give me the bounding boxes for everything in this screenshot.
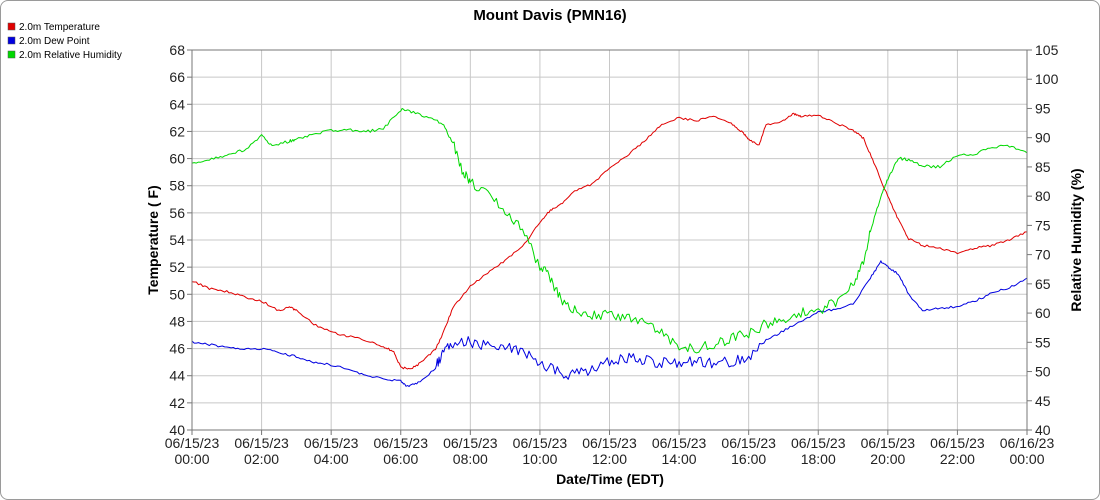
x-tick-date: 06/16/23 — [1000, 435, 1055, 451]
y-tick-label: 64 — [169, 96, 185, 112]
series-line-2 — [191, 108, 1028, 354]
y2-tick-label: 75 — [1035, 217, 1051, 233]
x-tick-date: 06/15/23 — [652, 435, 707, 451]
x-tick-time: 06:00 — [383, 451, 418, 467]
x-tick-date: 06/15/23 — [791, 435, 846, 451]
y-tick-label: 52 — [169, 259, 185, 275]
y2-tick-label: 100 — [1035, 71, 1059, 87]
legend: 2.0m Temperature 2.0m Dew Point 2.0m Relat… — [7, 22, 122, 61]
y-tick-label: 68 — [169, 42, 185, 58]
y2-tick-label: 80 — [1035, 188, 1051, 204]
x-tick-date: 06/15/23 — [721, 435, 776, 451]
x-tick-date: 06/15/23 — [304, 435, 359, 451]
x-tick-time: 00:00 — [1009, 451, 1044, 467]
x-tick-time: 10:00 — [522, 451, 557, 467]
y-tick-label: 42 — [169, 395, 185, 411]
series-line-0 — [191, 112, 1028, 370]
legend-swatch — [7, 50, 16, 59]
y-tick-label: 56 — [169, 205, 185, 221]
x-tick-time: 22:00 — [940, 451, 975, 467]
x-tick-date: 06/15/23 — [234, 435, 289, 451]
series-line-1 — [191, 260, 1028, 387]
x-tick-date: 06/15/23 — [930, 435, 985, 451]
ticks: 40 42 44 46 48 50 52 54 56 58 60 62 64 66 68 40 45 50 55 60… — [165, 42, 1059, 467]
x-tick-date: 06/15/23 — [513, 435, 568, 451]
x-tick-date: 06/15/23 — [443, 435, 498, 451]
legend-label: 2.0m Dew Point — [19, 36, 90, 47]
x-tick-time: 14:00 — [662, 451, 697, 467]
y2-tick-label: 65 — [1035, 276, 1051, 292]
y2-tick-label: 105 — [1035, 42, 1059, 58]
y-tick-label: 46 — [169, 341, 185, 357]
x-tick-time: 04:00 — [314, 451, 349, 467]
x-tick-time: 08:00 — [453, 451, 488, 467]
y-tick-label: 60 — [169, 151, 185, 167]
y2-tick-label: 85 — [1035, 159, 1051, 175]
y-tick-label: 58 — [169, 178, 185, 194]
y-tick-label: 48 — [169, 313, 185, 329]
legend-label: 2.0m Temperature — [19, 22, 100, 33]
y-tick-label: 62 — [169, 123, 185, 139]
y-tick-label: 40 — [169, 422, 185, 438]
x-tick-time: 16:00 — [731, 451, 766, 467]
x-tick-date: 06/15/23 — [582, 435, 637, 451]
legend-swatch — [7, 36, 16, 45]
y-axis-title: Temperature ( F) — [145, 185, 161, 294]
y2-tick-label: 95 — [1035, 100, 1051, 116]
x-tick-time: 18:00 — [801, 451, 836, 467]
y2-axis-title: Relative Humidity (%) — [1068, 168, 1084, 311]
y-tick-label: 50 — [169, 286, 185, 302]
series-layer — [191, 108, 1028, 387]
y2-tick-label: 90 — [1035, 130, 1051, 146]
legend-swatch — [7, 22, 16, 31]
chart-title: Mount Davis (PMN16) — [473, 7, 626, 24]
y-tick-label: 54 — [169, 232, 185, 248]
y2-tick-label: 40 — [1035, 422, 1051, 438]
y2-tick-label: 60 — [1035, 305, 1051, 321]
y2-tick-label: 45 — [1035, 393, 1051, 409]
y2-tick-label: 70 — [1035, 247, 1051, 263]
x-tick-date: 06/15/23 — [374, 435, 429, 451]
x-tick-date: 06/15/23 — [861, 435, 916, 451]
y2-tick-label: 50 — [1035, 364, 1051, 380]
x-tick-time: 02:00 — [244, 451, 279, 467]
x-axis-title: Date/Time (EDT) — [556, 471, 664, 487]
y2-tick-label: 55 — [1035, 334, 1051, 350]
x-tick-time: 12:00 — [592, 451, 627, 467]
x-tick-time: 00:00 — [174, 451, 209, 467]
x-tick-time: 20:00 — [870, 451, 905, 467]
legend-label: 2.0m Relative Humidity — [19, 50, 122, 61]
x-tick-date: 06/15/23 — [165, 435, 220, 451]
y-tick-label: 44 — [169, 368, 185, 384]
grid — [191, 49, 1028, 431]
y-tick-label: 66 — [169, 69, 185, 85]
